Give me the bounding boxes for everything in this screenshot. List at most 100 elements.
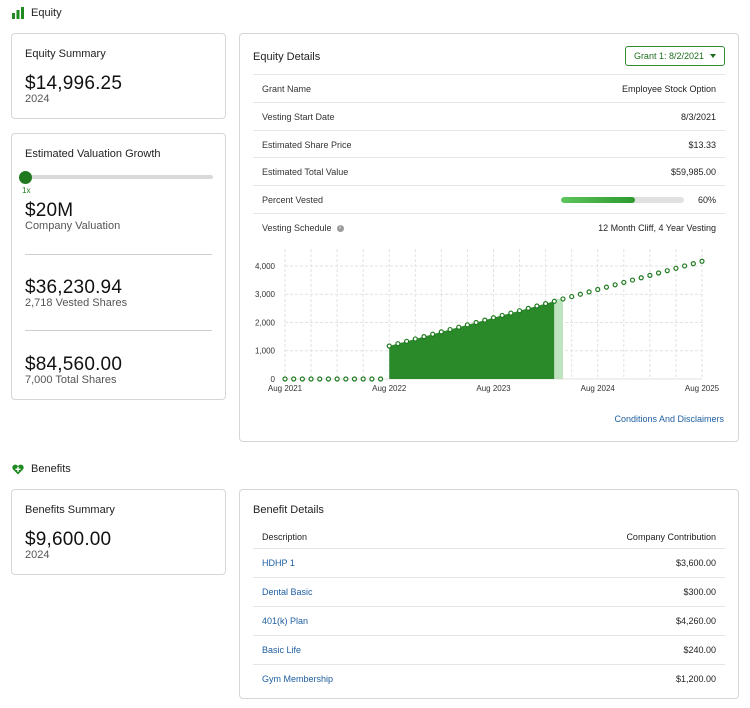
vesting-point — [595, 286, 601, 293]
current-period-bar — [554, 298, 563, 379]
detail-label: Vesting Start Date — [262, 111, 335, 122]
vesting-point — [525, 305, 531, 311]
vesting-point — [334, 376, 340, 382]
vesting-point — [629, 277, 636, 283]
vesting-chart: 0 1,000 2,000 3,000 4,000 Aug 2021 Aug 2022 Aug… — [255, 249, 720, 393]
vested-value-amount: $36,230.94 — [25, 277, 123, 298]
vesting-point — [464, 322, 471, 328]
benefits-summary-amount: $9,600.00 — [25, 529, 112, 550]
detail-label: Estimated Share Price — [262, 139, 352, 150]
detail-label: Percent Vested — [262, 194, 324, 205]
vesting-point — [456, 324, 462, 330]
vesting-point — [282, 376, 288, 382]
vesting-point — [508, 310, 514, 316]
detail-value: $59,985.00 — [670, 166, 716, 177]
detail-row-grant-name: Grant Name Employee Stock Option — [253, 74, 725, 102]
benefit-link[interactable]: HDHP 1 — [262, 558, 295, 568]
benefits-section-header: Benefits — [12, 463, 71, 475]
benefit-row: Basic Life $240.00 — [253, 635, 725, 664]
total-value-amount: $84,560.00 — [25, 354, 123, 375]
valuation-slider-track[interactable] — [26, 175, 213, 179]
equity-summary-amount: $14,996.25 — [25, 73, 123, 94]
vesting-point — [516, 308, 523, 314]
progress-fill — [560, 196, 635, 203]
benefits-summary-year: 2024 — [25, 549, 50, 561]
detail-label: Grant Name — [262, 83, 312, 94]
benefit-contribution: $240.00 — [683, 645, 716, 655]
divider — [25, 254, 212, 255]
valuation-growth-title: Estimated Valuation Growth — [25, 148, 161, 160]
vesting-point — [664, 268, 670, 274]
valuation-slider-handle[interactable] — [19, 171, 32, 184]
vesting-point — [308, 376, 314, 382]
vesting-point — [482, 317, 488, 323]
detail-row-share-price: Estimated Share Price $13.33 — [253, 130, 725, 158]
vesting-point — [490, 315, 497, 321]
caret-down-icon — [710, 54, 716, 58]
y-tick-label: 0 — [271, 375, 276, 384]
equity-summary-title: Equity Summary — [25, 48, 106, 60]
vesting-point — [360, 376, 366, 382]
vesting-point — [404, 338, 410, 344]
vesting-point — [621, 279, 627, 286]
vesting-point — [673, 265, 679, 271]
benefit-link[interactable]: 401(k) Plan — [262, 616, 309, 626]
benefit-row: Gym Membership $1,200.00 — [253, 664, 725, 693]
info-icon[interactable]: i — [336, 224, 344, 232]
benefits-summary-title: Benefits Summary — [25, 504, 115, 516]
benefit-link[interactable]: Gym Membership — [262, 674, 334, 684]
benefit-contribution: $3,600.00 — [675, 558, 716, 568]
company-valuation-amount: $20M — [25, 200, 74, 221]
vesting-point — [543, 301, 549, 307]
detail-value: 8/3/2021 — [680, 111, 716, 122]
benefit-link[interactable]: Basic Life — [262, 645, 302, 655]
x-tick-label: Aug 2025 — [685, 384, 720, 393]
vesting-point — [317, 376, 323, 382]
detail-row-percent-vested: Percent Vested 60% — [253, 185, 725, 213]
vesting-point — [395, 341, 401, 347]
benefits-summary-card: Benefits Summary $9,600.00 2024 — [11, 489, 226, 575]
percent-vested-progress: 60% — [560, 195, 716, 205]
vesting-point — [699, 258, 705, 264]
vesting-schedule-value: 12 Month Cliff, 4 Year Vesting — [598, 222, 716, 233]
vesting-point — [551, 298, 557, 304]
vesting-point — [325, 376, 332, 382]
vesting-point — [430, 331, 436, 337]
vesting-point — [299, 376, 305, 382]
vesting-point — [534, 303, 540, 309]
vesting-point — [386, 343, 392, 349]
valuation-multiplier-label: 1x — [22, 186, 31, 195]
vesting-point — [438, 329, 444, 335]
vesting-point — [655, 270, 662, 276]
vesting-point — [291, 376, 297, 382]
vesting-point — [577, 291, 583, 297]
equity-details-card: Equity Details Grant 1: 8/2/2021 Grant N… — [239, 33, 739, 442]
detail-row-vesting-start: Vesting Start Date 8/3/2021 — [253, 102, 725, 130]
col-contribution: Company Contribution — [626, 531, 716, 542]
vesting-point — [682, 263, 688, 269]
vesting-point — [369, 376, 375, 382]
detail-label: Vesting Schedule i — [262, 223, 344, 233]
grant-select-button[interactable]: Grant 1: 8/2/2021 — [624, 46, 725, 66]
detail-value: $13.33 — [688, 139, 716, 150]
conditions-disclaimers-link[interactable]: Conditions And Disclaimers — [614, 414, 724, 424]
vesting-point — [343, 376, 349, 382]
benefits-section-title: Benefits — [31, 463, 71, 475]
vesting-point — [586, 289, 592, 295]
detail-row-total-value: Estimated Total Value $59,985.00 — [253, 157, 725, 185]
benefit-contribution: $4,260.00 — [675, 616, 716, 626]
progress-track — [560, 196, 684, 203]
grant-select-label: Grant 1: 8/2/2021 — [633, 51, 704, 61]
vesting-point — [421, 334, 427, 340]
benefit-contribution: $1,200.00 — [675, 674, 716, 684]
benefit-row: HDHP 1 $3,600.00 — [253, 548, 725, 577]
vesting-point — [351, 376, 358, 382]
vesting-point — [603, 284, 610, 290]
vesting-point — [647, 272, 653, 278]
benefit-details-title: Benefit Details — [253, 504, 324, 516]
vesting-point — [499, 312, 505, 319]
benefit-details-card: Benefit Details Description Company Cont… — [239, 489, 739, 699]
vested-shares-label: 2,718 Vested Shares — [25, 297, 128, 309]
benefit-link[interactable]: Dental Basic — [262, 587, 313, 597]
vesting-point — [569, 293, 575, 300]
